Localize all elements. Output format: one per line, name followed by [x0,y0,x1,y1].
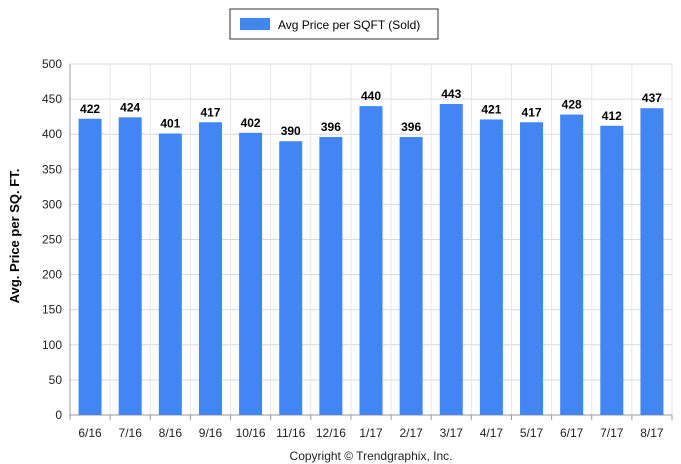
x-tick-label: 8/16 [159,426,183,440]
y-tick-label: 100 [42,338,62,352]
bar [479,119,503,415]
data-label: 428 [562,98,582,112]
x-tick-label: 6/17 [560,426,584,440]
x-tick-label: 4/17 [480,426,504,440]
data-label: 440 [361,89,381,103]
bar [439,104,463,415]
bar [600,125,624,415]
data-label: 417 [200,105,220,119]
copyright-text: Copyright © Trendgraphix, Inc. [290,449,453,463]
bar [118,117,142,416]
bar [399,137,423,415]
data-label: 443 [441,87,461,101]
data-label: 421 [481,102,501,116]
y-tick-label: 250 [42,233,62,247]
y-tick-label: 50 [49,373,63,387]
data-label: 422 [80,102,100,116]
bar [239,132,263,415]
y-tick-label: 150 [42,303,62,317]
bar [560,114,584,415]
x-tick-label: 8/17 [640,426,664,440]
bar [640,108,664,415]
y-tick-label: 300 [42,197,62,211]
y-tick-label: 0 [55,408,62,422]
data-label: 437 [642,91,662,105]
y-tick-label: 500 [42,57,62,71]
x-tick-label: 1/17 [359,426,383,440]
y-tick-label: 400 [42,127,62,141]
x-tick-label: 5/17 [520,426,544,440]
data-label: 396 [321,120,341,134]
bar [158,133,182,416]
data-label: 412 [602,109,622,123]
x-tick-label: 2/17 [399,426,423,440]
y-axis-label: Avg. Price per SQ. FT. [7,169,22,304]
data-label: 402 [241,116,261,130]
data-label: 396 [401,120,421,134]
data-labels: 422 424 401 417 402 390 396 440 396 443 421 417 428 4… [80,87,662,138]
bar [279,141,303,415]
bars [78,104,664,416]
x-tick-label: 6/16 [78,426,102,440]
data-label: 401 [160,116,180,130]
data-label: 417 [522,105,542,119]
y-tick-label: 200 [42,268,62,282]
x-tick-label: 10/16 [236,426,266,440]
legend-label: Avg Price per SQFT (Sold) [278,18,420,32]
x-tick-label: 3/17 [440,426,464,440]
x-tick-label: 9/16 [199,426,223,440]
bar [359,106,383,416]
data-label: 390 [281,124,301,138]
y-tick-label: 350 [42,162,62,176]
y-tick-label: 450 [42,92,62,106]
x-tick-label: 7/16 [119,426,143,440]
data-label: 424 [120,100,140,114]
x-tick-label: 7/17 [600,426,624,440]
bar [198,122,222,416]
bar [520,122,544,416]
bar [319,137,343,415]
legend-swatch [240,18,270,30]
bar [78,118,102,416]
x-tick-label: 12/16 [316,426,346,440]
x-tick-label: 11/16 [276,426,305,440]
legend: Avg Price per SQFT (Sold) [229,8,439,40]
